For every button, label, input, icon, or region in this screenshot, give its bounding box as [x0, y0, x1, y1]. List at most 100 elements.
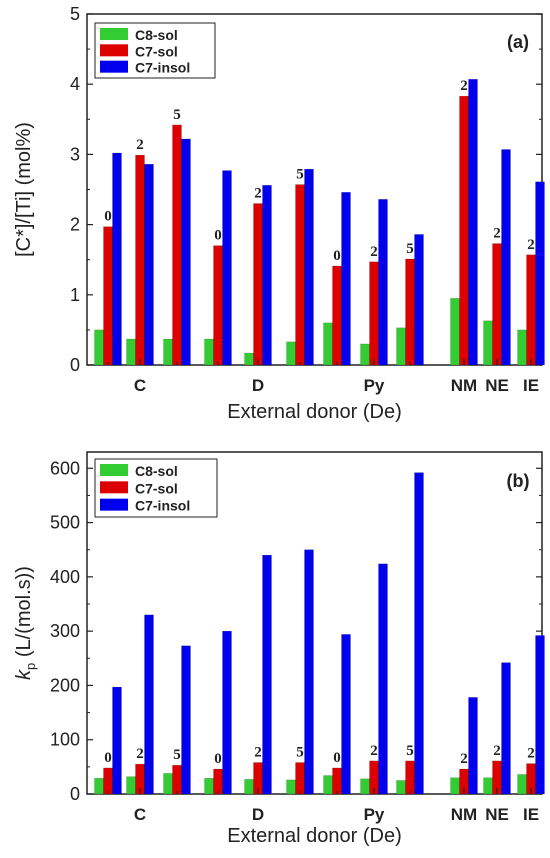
bar-c7-insol: [378, 199, 388, 366]
bar-group-c-2: 2: [126, 614, 154, 795]
bar-group-py-5: 5: [396, 234, 424, 366]
bar-c7-sol: [295, 762, 305, 795]
x-category-label: NE: [485, 805, 509, 824]
x-category-label: Py: [364, 805, 385, 824]
bar-annotation: 2: [254, 745, 262, 761]
x-category-label: C: [134, 376, 146, 395]
bar-c7-sol: [459, 95, 469, 366]
bar-annotation: 5: [173, 107, 181, 123]
bar-c8-sol: [126, 338, 136, 366]
bar-group-py-0: 0: [323, 192, 351, 366]
bar-annotation: 0: [104, 750, 112, 766]
bar-c8-sol: [204, 778, 214, 795]
bar-c7-insol: [535, 181, 545, 366]
legend-label: C8-sol: [135, 463, 178, 479]
legend-label: C7-insol: [135, 498, 190, 514]
bar-annotation: 2: [460, 78, 468, 94]
y-tick-label: 600: [50, 458, 80, 478]
bar-c8-sol: [396, 327, 406, 366]
bar-c8-sol: [94, 778, 104, 795]
y-tick-label: 100: [50, 730, 80, 750]
legend-label: C7-sol: [135, 43, 178, 59]
bar-c8-sol: [94, 329, 104, 366]
bar-group-nm-2: 2: [450, 78, 478, 366]
legend-swatch-c7-insol: [100, 498, 128, 511]
legend-label: C8-sol: [135, 27, 178, 43]
bar-annotation: 0: [104, 209, 112, 225]
bar-c8-sol: [163, 338, 173, 366]
bar-group-ne-2: 2: [483, 149, 511, 366]
bar-annotation: 0: [333, 750, 341, 766]
bar-c7-insol: [181, 138, 191, 366]
bar-c8-sol: [163, 773, 173, 795]
bar-c7-sol: [405, 258, 415, 366]
bar-annotation: 5: [296, 745, 304, 761]
y-tick-label: 400: [50, 567, 80, 587]
bar-c8-sol: [244, 352, 254, 366]
bar-group-ie-2: 2: [517, 181, 545, 366]
x-category-label: IE: [523, 805, 539, 824]
bar-c7-sol: [295, 184, 305, 366]
x-category-label: NE: [485, 376, 509, 395]
bar-c7-sol: [332, 265, 342, 366]
bar-c8-sol: [244, 779, 254, 795]
y-tick-label: 5: [70, 4, 80, 24]
bar-group-d-5: 5: [286, 549, 314, 795]
y-axis-title: kp (L/(mol.s)): [13, 566, 38, 680]
bar-c7-insol: [304, 549, 314, 795]
bar-annotation: 2: [527, 746, 535, 762]
bar-c8-sol: [126, 776, 136, 795]
bar-group-ie-2: 2: [517, 635, 545, 795]
bar-c7-insol: [468, 79, 478, 366]
bar-group-c-5: 5: [163, 645, 191, 795]
bar-group-py-2: 2: [360, 563, 388, 795]
bar-c7-insol: [144, 163, 154, 366]
bar-c7-insol: [535, 635, 545, 795]
y-axis-title-sub: p: [23, 663, 38, 670]
legend-swatch-c8-sol: [100, 464, 128, 476]
legend-swatch-c7-insol: [100, 60, 128, 73]
bar-c8-sol: [360, 778, 370, 795]
bar-annotation: 5: [173, 747, 181, 763]
bar-c7-insol: [341, 192, 351, 366]
bar-c7-sol: [103, 226, 113, 366]
bar-c8-sol: [450, 777, 460, 795]
legend-swatch-c7-sol: [100, 44, 128, 57]
bar-annotation: 2: [493, 743, 501, 759]
y-tick-label: 0: [70, 784, 80, 804]
bar-c7-sol: [405, 760, 415, 795]
chart-panel-b: 0 100 200 300 400 500 600 0 2 5 0 2 5 0 2 5 2 2 2 C D Py NM NE I…: [13, 451, 545, 847]
bar-group-ne-2: 2: [483, 662, 511, 795]
bar-group-d-0: 0: [204, 170, 232, 366]
bar-c7-insol: [222, 630, 232, 795]
bar-c7-sol: [332, 767, 342, 795]
bar-c7-sol: [213, 245, 223, 366]
bar-group-nm-2: 2: [450, 697, 478, 795]
bar-annotation: 2: [460, 751, 468, 767]
bar-annotation: 2: [493, 226, 501, 242]
bar-c8-sol: [204, 338, 214, 366]
x-category-label: C: [134, 805, 146, 824]
bar-c7-insol: [501, 149, 511, 366]
bar-c8-sol: [323, 775, 333, 795]
bar-group-d-5: 5: [286, 167, 314, 366]
bar-c8-sol: [517, 329, 527, 366]
chart-panel-a: 0 1 2 3 4 5 0 2 5 0 2 5 0 2 5 2 2 2 C D Py NM NE IE External don…: [13, 4, 545, 423]
bar-c8-sol: [360, 343, 370, 366]
bar-c7-sol: [172, 764, 182, 795]
x-axis-title: External donor (De): [227, 401, 402, 423]
bar-group-c-0: 0: [94, 686, 122, 795]
bar-c7-insol: [501, 662, 511, 795]
bar-group-c-5: 5: [163, 107, 191, 366]
bar-c8-sol: [450, 298, 460, 366]
bar-c8-sol: [483, 320, 493, 366]
y-axis-title-main: k: [13, 669, 35, 680]
bar-c7-insol: [468, 697, 478, 795]
legend-label: C7-insol: [135, 60, 190, 76]
bar-c7-insol: [262, 554, 272, 795]
bar-annotation: 5: [406, 241, 414, 257]
y-tick-label: 500: [50, 513, 80, 533]
y-tick-label: 2: [70, 215, 80, 235]
bar-c7-sol: [103, 767, 113, 795]
